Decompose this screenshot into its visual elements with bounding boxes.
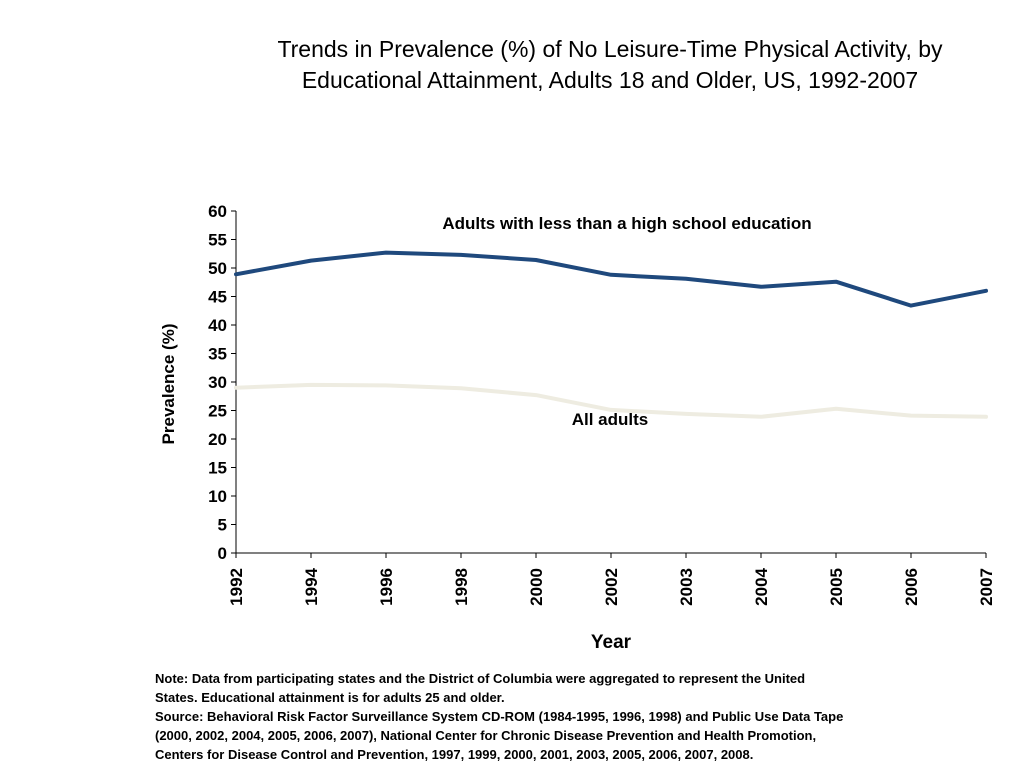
chart-axes (231, 210, 987, 558)
source-line-3: Centers for Disease Control and Preventi… (155, 747, 754, 762)
chart-notes: Note: Data from participating states and… (155, 669, 1005, 764)
y-tick-label: 30 (208, 373, 227, 392)
chart-title-line-2: Educational Attainment, Adults 18 and Ol… (301, 67, 919, 93)
note-line-2: States. Educational attainment is for ad… (155, 690, 505, 705)
x-tick-label: 2006 (902, 568, 921, 606)
y-tick-label: 60 (208, 202, 227, 221)
source-line-1: Source: Behavioral Risk Factor Surveilla… (155, 709, 844, 724)
x-axis-title: Year (591, 632, 632, 653)
source-line-2: (2000, 2002, 2004, 2005, 2006, 2007), Na… (155, 728, 817, 743)
y-tick-label: 35 (208, 345, 227, 364)
chart-title: Trends in Prevalence (%) of No Leisure-T… (150, 34, 1024, 96)
note-line-1: Note: Data from participating states and… (155, 671, 806, 686)
series-all-adults-line (234, 382, 988, 419)
x-tick-label: 2002 (602, 568, 621, 606)
x-tick-label: 1992 (227, 568, 246, 606)
y-tick-label: 55 (208, 231, 227, 250)
y-tick-label: 15 (208, 459, 227, 478)
chart-title-line-1: Trends in Prevalence (%) of No Leisure-T… (277, 36, 943, 62)
x-tick-label: 2000 (527, 568, 546, 606)
x-tick-label: 2004 (752, 567, 771, 605)
y-tick-label: 45 (208, 288, 227, 307)
y-axis-title: Prevalence (%) (159, 324, 178, 445)
chart-series (234, 250, 988, 419)
x-tick-label: 2003 (677, 568, 696, 606)
y-tick-label: 25 (208, 402, 227, 421)
x-tick-label: 2007 (977, 568, 996, 606)
series-label-all-adults: All adults (572, 410, 649, 429)
series-less-than-high-school-line (234, 250, 988, 308)
y-tick-label: 0 (218, 544, 227, 563)
y-tick-label: 40 (208, 316, 227, 335)
y-tick-label: 5 (218, 516, 227, 535)
y-tick-label: 10 (208, 487, 227, 506)
series-label-less-than-high-school: Adults with less than a high school educ… (442, 214, 811, 233)
x-tick-label: 2005 (827, 568, 846, 606)
y-tick-label: 50 (208, 259, 227, 278)
line-chart: 0 5 10 15 20 25 30 35 40 45 50 55 60 1992 1994 1996 1998… (159, 202, 996, 653)
chart-labels: 0 5 10 15 20 25 30 35 40 45 50 55 60 1992 1994 1996 1998… (159, 202, 996, 653)
x-tick-label: 1994 (302, 567, 321, 605)
x-tick-label: 1998 (452, 568, 471, 606)
x-tick-label: 1996 (377, 568, 396, 606)
y-tick-label: 20 (208, 430, 227, 449)
